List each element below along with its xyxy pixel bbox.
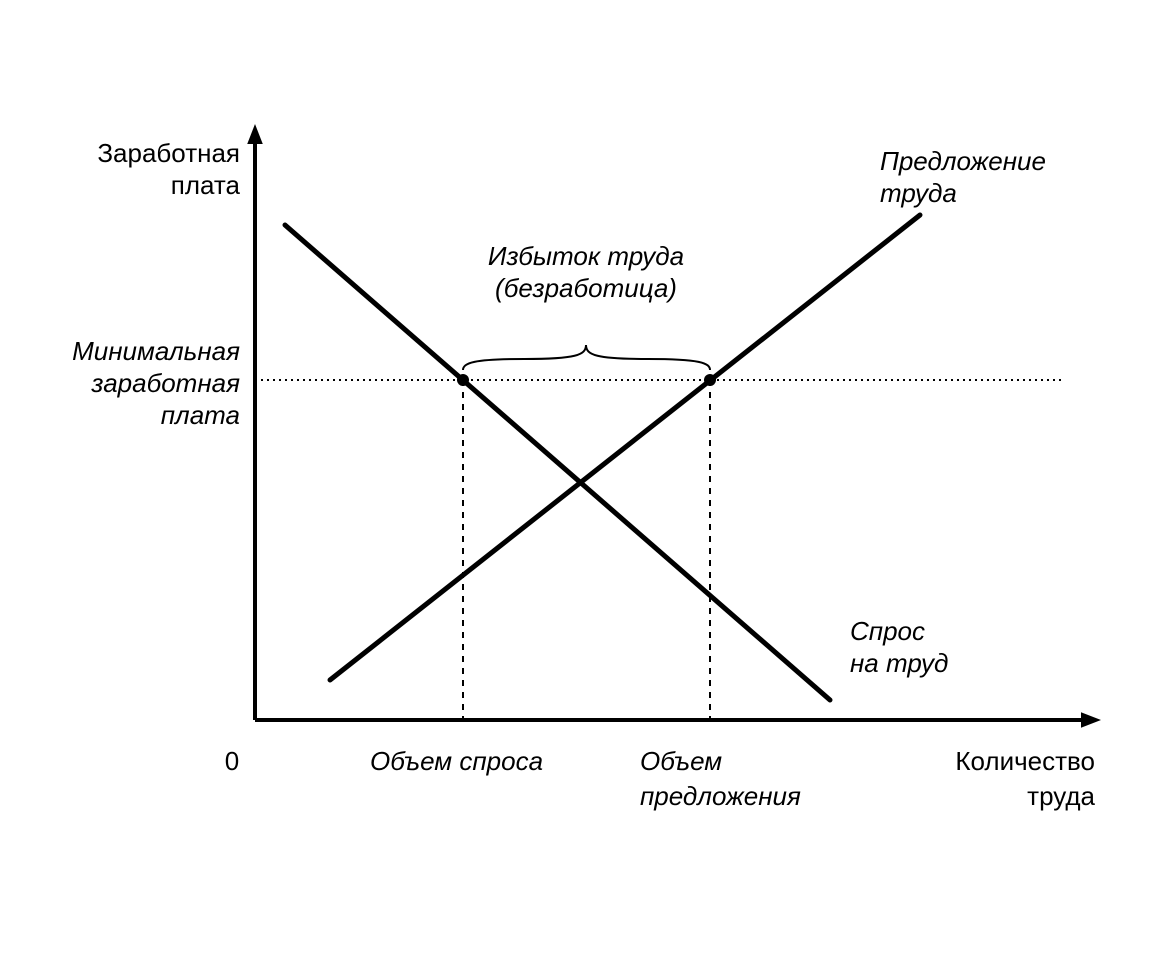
demand-intersection-point: [457, 374, 469, 386]
origin-label: 0: [225, 746, 239, 776]
y-axis-label-l1: Заработная: [97, 138, 240, 168]
x-axis-label-l1: Количество: [955, 746, 1095, 776]
x-tick-demand-label: Объем спроса: [370, 746, 543, 776]
supply-label-l2: труда: [880, 178, 957, 208]
min-wage-label-l2: заработная: [90, 368, 240, 398]
x-axis-label-l2: труда: [1027, 781, 1095, 811]
demand-label-l1: Спрос: [850, 616, 925, 646]
x-tick-supply-label-l1: Объем: [640, 746, 722, 776]
supply-demand-chart: ЗаработнаяплатаМинимальнаязаработнаяплат…: [0, 0, 1170, 964]
supply-label-l1: Предложение: [880, 146, 1046, 176]
surplus-label-l1: Избыток труда: [488, 241, 684, 271]
min-wage-label-l1: Минимальная: [72, 336, 240, 366]
x-tick-supply-label-l2: предложения: [640, 781, 801, 811]
min-wage-label-l3: плата: [161, 400, 240, 430]
supply-intersection-point: [704, 374, 716, 386]
demand-label-l2: на труд: [850, 648, 948, 678]
y-axis-label-l2: плата: [171, 170, 241, 200]
surplus-label-l2: (безработица): [495, 273, 677, 303]
